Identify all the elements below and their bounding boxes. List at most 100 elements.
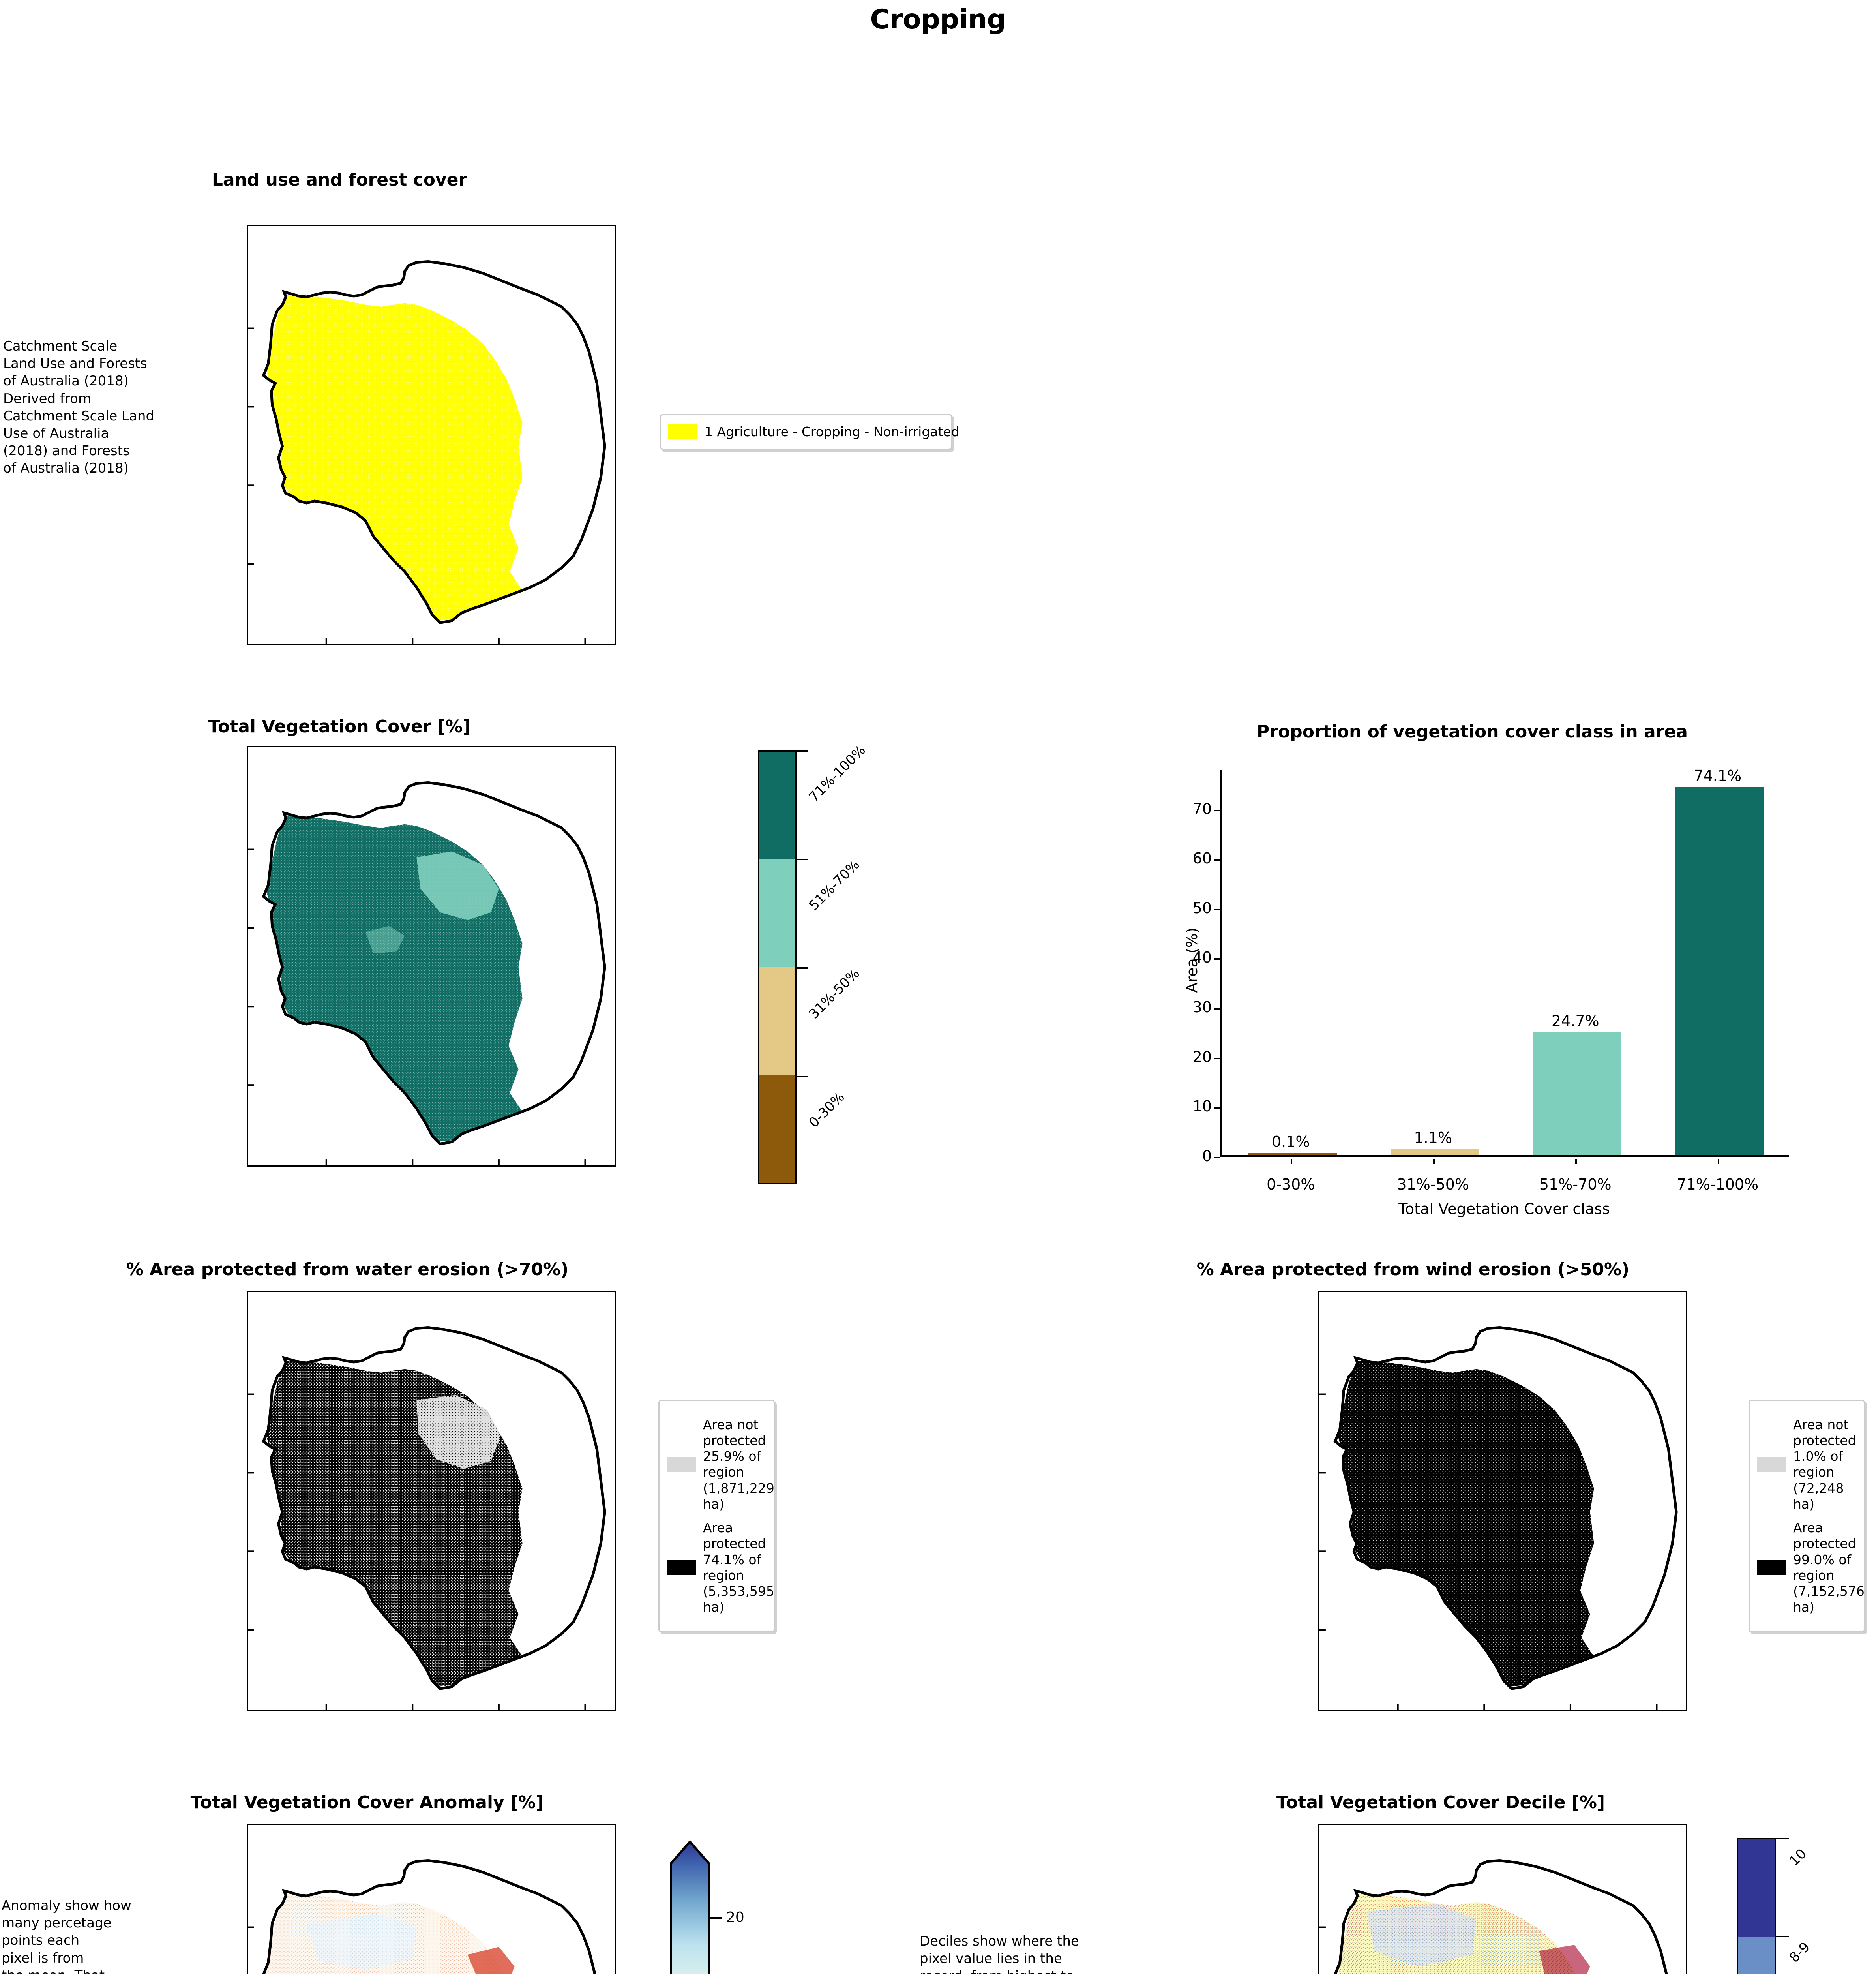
anomaly-colorbar-graphic bbox=[670, 1840, 722, 1974]
y-tick-mark bbox=[1214, 1057, 1220, 1059]
y-tick-mark bbox=[1214, 908, 1220, 910]
y-tick-label: 50 bbox=[1192, 899, 1212, 917]
tick bbox=[797, 750, 808, 752]
vegetation-proportion-chart[interactable]: 0 10 20 30 40 50 60 70 0-30% 31%-50% 51%… bbox=[1156, 762, 1827, 1236]
colorbar-label-31-50: 31%-50% bbox=[806, 965, 863, 1023]
wind-erosion-map-graphic bbox=[1319, 1326, 1678, 1710]
decile-map-graphic bbox=[1319, 1859, 1668, 1974]
wind-erosion-panel-title: % Area protected from wind erosion (>50%… bbox=[1196, 1259, 1630, 1280]
legend-color-swatch bbox=[667, 1457, 696, 1472]
bar-0-30[interactable] bbox=[1248, 1153, 1337, 1155]
legend-item-label: Area protected 74.1% of region (5,353,59… bbox=[703, 1520, 774, 1615]
colorbar-segment-10 bbox=[1738, 1839, 1775, 1937]
barchart-title: Proportion of vegetation cover class in … bbox=[1257, 722, 1688, 742]
colorbar-segment-0-30 bbox=[759, 1075, 795, 1183]
anomaly-note: Anomaly show how many percetage points e… bbox=[2, 1898, 131, 1974]
legend-color-swatch bbox=[1757, 1457, 1786, 1472]
x-tick-mark bbox=[1433, 1159, 1435, 1164]
x-tick-label: 31%-50% bbox=[1397, 1176, 1469, 1193]
bar-value-label: 24.7% bbox=[1551, 1012, 1599, 1030]
tick bbox=[797, 859, 808, 860]
x-tick-label: 51%-70% bbox=[1539, 1176, 1612, 1193]
anomaly-colorbar: 20 10 0 −10 −20 bbox=[667, 1832, 793, 1974]
legend-item-not-protected: Area not protected 25.9% of region (1,87… bbox=[667, 1417, 774, 1512]
colorbar-label-0-30: 0-30% bbox=[806, 1089, 848, 1131]
wind-erosion-map[interactable] bbox=[1318, 1291, 1687, 1711]
decile-map[interactable] bbox=[1318, 1824, 1687, 1974]
vegcover-colorbar bbox=[758, 750, 797, 1184]
y-tick-label: 30 bbox=[1192, 998, 1212, 1016]
legend-item-label: Area not protected 25.9% of region (1,87… bbox=[703, 1417, 774, 1512]
x-tick-label: 0-30% bbox=[1267, 1176, 1315, 1193]
y-tick-label: 70 bbox=[1192, 800, 1212, 818]
colorbar-label-71-100: 71%-100% bbox=[806, 742, 869, 805]
y-tick-mark bbox=[1214, 1107, 1220, 1109]
anomaly-tick-20: 20 bbox=[726, 1909, 744, 1925]
landuse-map[interactable] bbox=[247, 225, 616, 645]
legend-item-label: Area protected 99.0% of region (7,152,57… bbox=[1793, 1520, 1865, 1615]
anomaly-map[interactable] bbox=[247, 1824, 616, 1974]
legend-item-protected: Area protected 74.1% of region (5,353,59… bbox=[667, 1520, 774, 1616]
water-erosion-legend[interactable]: Area not protected 25.9% of region (1,87… bbox=[658, 1400, 775, 1632]
legend-item-label: Area not protected 1.0% of region (72,24… bbox=[1793, 1417, 1856, 1512]
bar-71-100[interactable] bbox=[1675, 787, 1764, 1155]
water-erosion-map[interactable] bbox=[247, 1291, 616, 1711]
vegcover-colorbar-ticks bbox=[797, 750, 808, 1184]
landuse-legend[interactable]: 1 Agriculture - Cropping - Non-irrigated bbox=[660, 414, 960, 450]
decile-panel-title: Total Vegetation Cover Decile [%] bbox=[1276, 1792, 1605, 1813]
colorbar-segment-71-100 bbox=[759, 752, 795, 859]
landuse-source-note: Catchment Scale Land Use and Forests of … bbox=[3, 338, 155, 477]
y-tick-mark bbox=[1214, 859, 1220, 861]
legend-color-swatch bbox=[667, 1560, 696, 1575]
landuse-map-graphic bbox=[248, 260, 606, 644]
y-tick-mark bbox=[1214, 1008, 1220, 1010]
tick bbox=[1776, 1936, 1789, 1937]
y-tick-label: 10 bbox=[1192, 1098, 1212, 1115]
water-erosion-map-graphic bbox=[248, 1326, 606, 1710]
legend-color-swatch bbox=[668, 424, 697, 439]
bar-31-50[interactable] bbox=[1391, 1149, 1479, 1155]
y-tick-label: 20 bbox=[1192, 1048, 1212, 1066]
tick bbox=[797, 967, 808, 969]
y-axis-label: Area (%) bbox=[1183, 927, 1201, 993]
x-axis-label: Total Vegetation Cover class bbox=[1398, 1200, 1610, 1218]
bar-value-label: 74.1% bbox=[1694, 767, 1742, 784]
tick bbox=[1776, 1838, 1789, 1839]
colorbar-segment-31-50 bbox=[759, 967, 795, 1075]
vegcover-map-graphic bbox=[248, 781, 606, 1165]
legend-color-swatch bbox=[1757, 1560, 1786, 1575]
vegcover-panel-title: Total Vegetation Cover [%] bbox=[208, 717, 471, 737]
water-erosion-panel-title: % Area protected from water erosion (>70… bbox=[126, 1259, 569, 1280]
legend-item-protected: Area protected 99.0% of region (7,152,57… bbox=[1757, 1520, 1865, 1616]
bar-value-label: 1.1% bbox=[1414, 1129, 1452, 1147]
page-title: Cropping bbox=[870, 4, 1006, 35]
colorbar-label-51-70: 51%-70% bbox=[806, 857, 863, 914]
legend-item-not-protected: Area not protected 1.0% of region (72,24… bbox=[1757, 1417, 1856, 1512]
bar-value-label: 0.1% bbox=[1271, 1133, 1310, 1150]
bar-51-70[interactable] bbox=[1533, 1032, 1621, 1155]
legend-item-label: 1 Agriculture - Cropping - Non-irrigated bbox=[705, 424, 960, 439]
landuse-panel-title: Land use and forest cover bbox=[212, 170, 467, 190]
y-tick-mark bbox=[1214, 809, 1220, 811]
tick bbox=[797, 1076, 808, 1077]
decile-colorbar bbox=[1737, 1838, 1776, 1974]
y-tick-label: 0 bbox=[1202, 1147, 1212, 1165]
decile-note: Deciles show where the pixel value lies … bbox=[920, 1933, 1079, 1974]
legend-item: 1 Agriculture - Cropping - Non-irrigated bbox=[668, 424, 960, 440]
y-tick-label: 60 bbox=[1192, 850, 1212, 867]
decile-label-8-9: 8-9 bbox=[1786, 1939, 1813, 1966]
x-tick-mark bbox=[1575, 1159, 1577, 1164]
colorbar-segment-51-70 bbox=[759, 859, 795, 967]
chart-plot-area bbox=[1220, 770, 1789, 1157]
decile-label-10: 10 bbox=[1786, 1846, 1810, 1869]
x-tick-label: 71%-100% bbox=[1677, 1176, 1759, 1193]
y-tick-mark bbox=[1214, 958, 1220, 960]
anomaly-map-graphic bbox=[248, 1859, 596, 1974]
vegcover-map[interactable] bbox=[247, 746, 616, 1167]
y-tick-mark bbox=[1214, 1157, 1220, 1158]
anomaly-panel-title: Total Vegetation Cover Anomaly [%] bbox=[190, 1792, 544, 1813]
y-tick-label: 40 bbox=[1192, 949, 1212, 966]
decile-colorbar-ticks bbox=[1776, 1838, 1789, 1974]
wind-erosion-legend[interactable]: Area not protected 1.0% of region (72,24… bbox=[1749, 1400, 1865, 1632]
